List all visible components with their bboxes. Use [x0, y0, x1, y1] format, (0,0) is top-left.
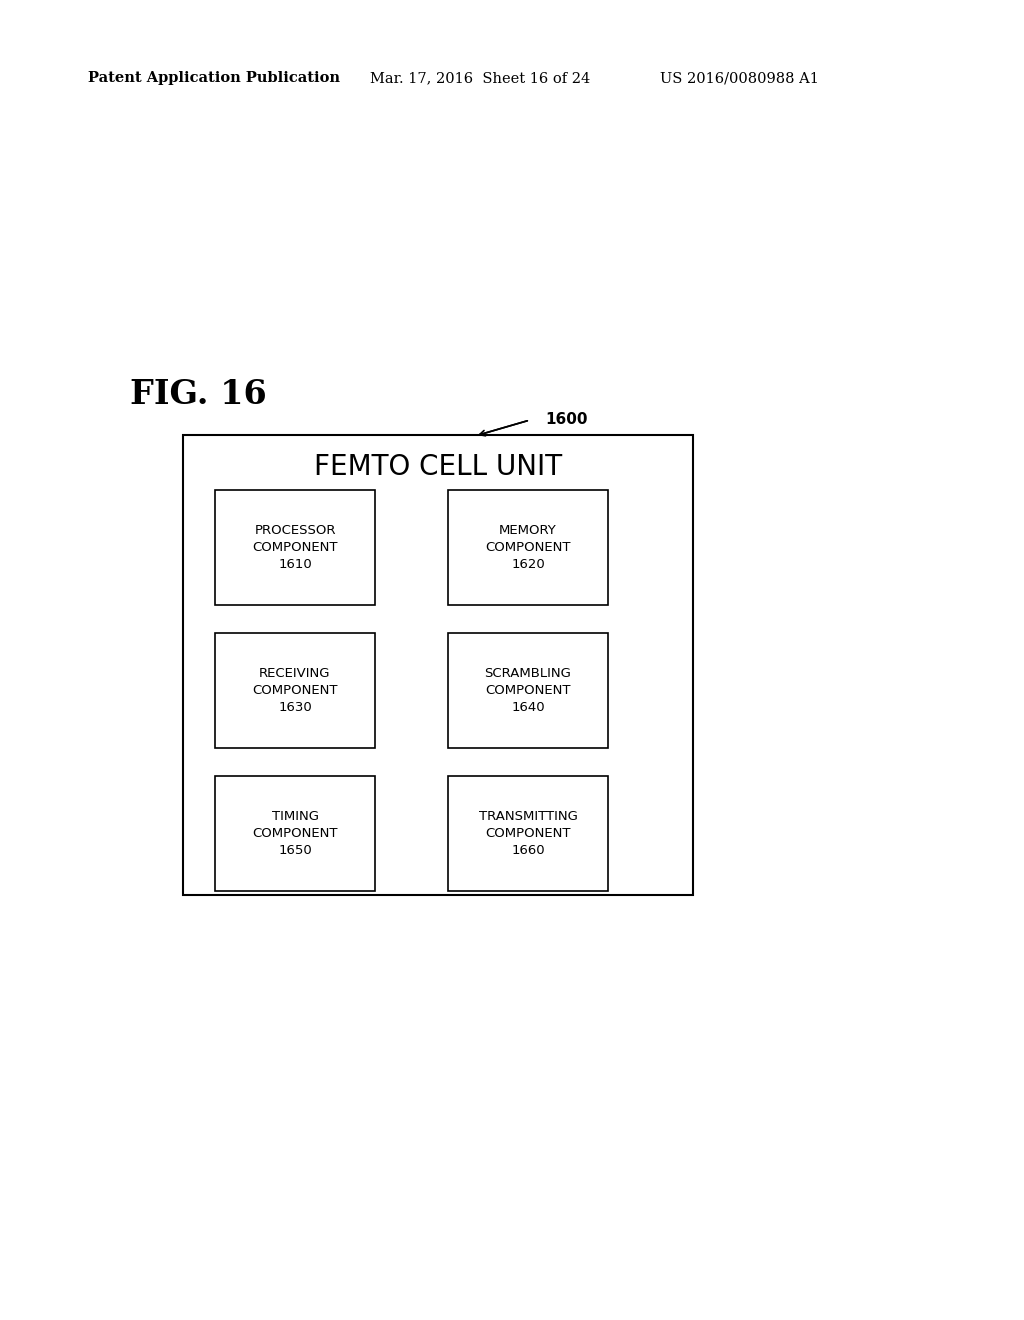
Text: TIMING
COMPONENT
1650: TIMING COMPONENT 1650: [252, 810, 338, 857]
Bar: [183, 436, 693, 895]
Text: PROCESSOR
COMPONENT
1610: PROCESSOR COMPONENT 1610: [252, 524, 338, 572]
Bar: [449, 634, 608, 748]
Bar: [215, 776, 375, 891]
Text: FEMTO CELL UNIT: FEMTO CELL UNIT: [314, 453, 562, 480]
Text: 1600: 1600: [545, 412, 588, 428]
Text: MEMORY
COMPONENT
1620: MEMORY COMPONENT 1620: [485, 524, 570, 572]
Text: US 2016/0080988 A1: US 2016/0080988 A1: [660, 71, 819, 84]
Text: Mar. 17, 2016  Sheet 16 of 24: Mar. 17, 2016 Sheet 16 of 24: [370, 71, 590, 84]
Bar: [449, 490, 608, 605]
Text: SCRAMBLING
COMPONENT
1640: SCRAMBLING COMPONENT 1640: [484, 667, 571, 714]
Text: TRANSMITTING
COMPONENT
1660: TRANSMITTING COMPONENT 1660: [478, 810, 578, 857]
Bar: [215, 490, 375, 605]
Text: RECEIVING
COMPONENT
1630: RECEIVING COMPONENT 1630: [252, 667, 338, 714]
Bar: [215, 634, 375, 748]
Bar: [449, 776, 608, 891]
Text: Patent Application Publication: Patent Application Publication: [88, 71, 340, 84]
Text: FIG. 16: FIG. 16: [130, 379, 266, 412]
